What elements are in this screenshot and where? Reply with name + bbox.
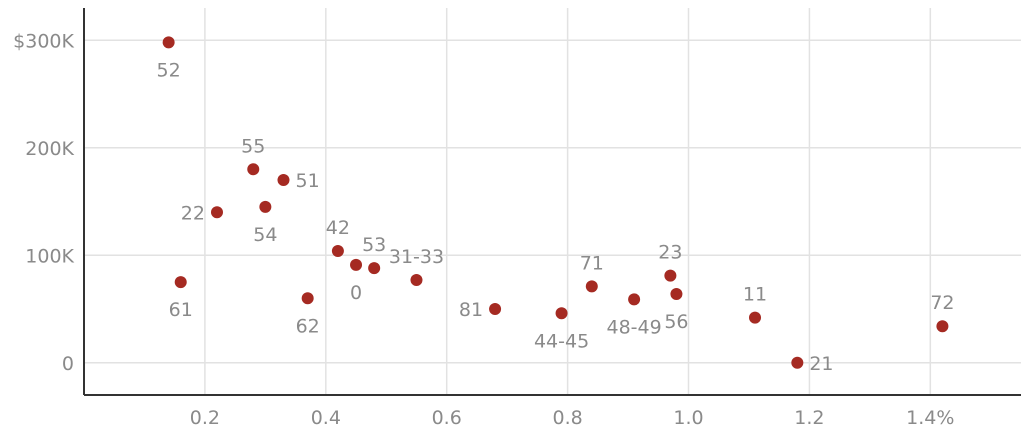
data-point-label: 42 (326, 217, 350, 239)
x-tick-label: 0.6 (432, 407, 462, 429)
data-point (350, 258, 363, 271)
data-point (247, 163, 260, 176)
data-point (259, 200, 272, 213)
data-point-label: 31-33 (389, 246, 444, 268)
data-point (585, 280, 598, 293)
data-point (410, 273, 423, 286)
data-point (555, 307, 568, 320)
data-point-label: 55 (241, 135, 265, 157)
y-tick-label: 200K (25, 138, 74, 160)
y-tick-label: 100K (25, 245, 74, 267)
data-point-label: 81 (459, 299, 483, 321)
data-point (749, 311, 762, 324)
data-point (489, 303, 502, 315)
y-tick-label: $300K (13, 30, 74, 52)
data-point-label: 51 (295, 170, 319, 192)
data-point-label: 21 (809, 353, 833, 375)
data-point-label: 11 (743, 284, 767, 306)
data-point (174, 276, 187, 289)
x-tick-label: 0.8 (553, 407, 583, 429)
data-point-label: 52 (157, 59, 181, 81)
data-point (670, 287, 683, 300)
data-point-label: 61 (169, 299, 193, 321)
data-point-label: 48-49 (607, 316, 662, 338)
x-tick-labels: 0.2 0.4 0.6 0.8 1.0 1.2 1.4% (190, 407, 955, 429)
data-point-label: 44-45 (534, 330, 589, 352)
x-tick-label: 0.2 (190, 407, 220, 429)
x-tick-label: 1.0 (673, 407, 703, 429)
y-tick-label: 0 (62, 353, 74, 375)
data-point (936, 320, 949, 333)
data-point (368, 262, 381, 275)
data-point (331, 244, 344, 257)
data-point (664, 269, 677, 282)
data-point (628, 293, 641, 306)
data-point-label: 53 (362, 234, 386, 256)
data-point (210, 206, 223, 219)
data-point (162, 36, 175, 49)
x-tick-label: 1.4% (906, 407, 954, 429)
data-point-label: 62 (296, 315, 320, 337)
x-tick-label: 1.2 (794, 407, 824, 429)
data-point (301, 292, 314, 305)
x-tick-label: 0.4 (311, 407, 341, 429)
data-point-label: 71 (580, 252, 604, 274)
data-point (791, 356, 804, 369)
data-points (162, 36, 949, 369)
data-point-label: 56 (664, 311, 688, 333)
data-point (277, 174, 290, 186)
data-point-label: 72 (930, 292, 954, 314)
data-point-label: 22 (181, 202, 205, 224)
data-point-label: 54 (253, 224, 277, 246)
data-point-label: 0 (350, 282, 362, 304)
y-tick-labels: 0 100K 200K $300K (13, 30, 74, 375)
grid (84, 8, 1021, 395)
data-point-label: 23 (658, 242, 682, 264)
